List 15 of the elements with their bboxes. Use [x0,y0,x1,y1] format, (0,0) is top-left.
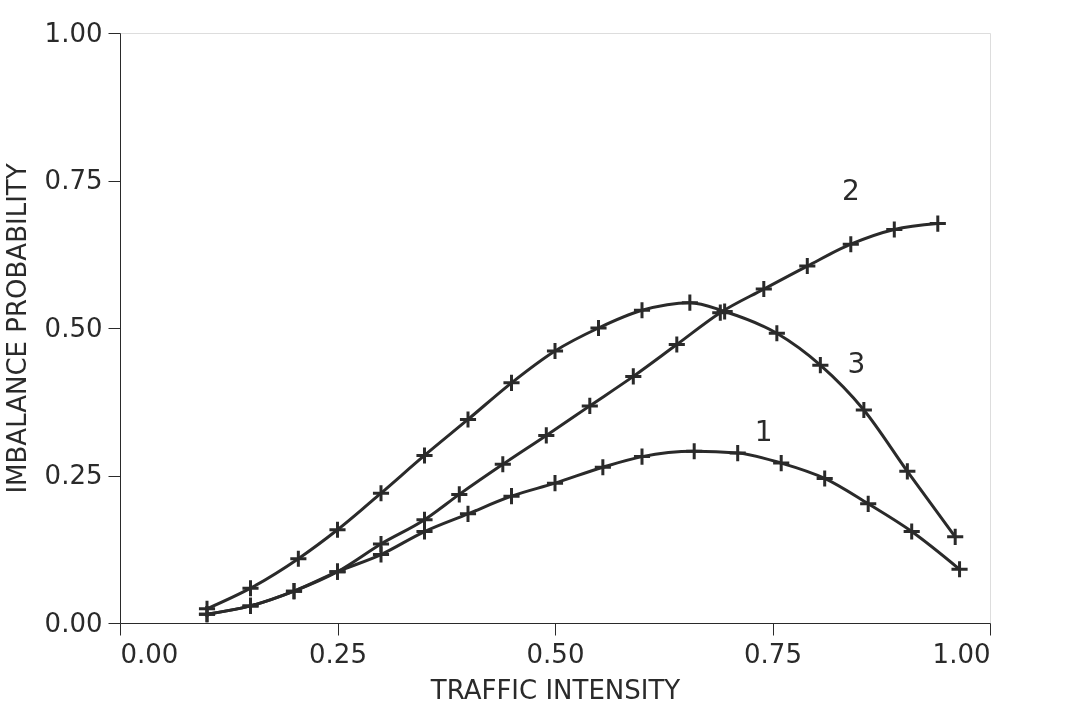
x-tick-label: 0.75 [744,638,802,669]
x-tick-label: 0.50 [526,638,585,669]
annotation: 1 [754,415,773,449]
y-tick-label: 0.75 [44,165,103,195]
annotation: 2 [841,174,860,208]
y-tick-label: 0.00 [44,607,103,638]
x-axis-title: TRAFFIC INTENSITY [429,674,681,705]
y-tick-label: 1.00 [44,17,103,48]
y-tick-label: 0.50 [44,312,103,343]
x-tick-label: 0.00 [120,638,179,669]
y-axis-title: IMBALANCE PROBABILITY [1,163,32,494]
x-tick-label: 0.25 [309,638,367,669]
annotation: 3 [847,347,866,381]
x-tick-label: 1.00 [932,638,991,669]
y-tick-label: 0.25 [44,460,103,490]
